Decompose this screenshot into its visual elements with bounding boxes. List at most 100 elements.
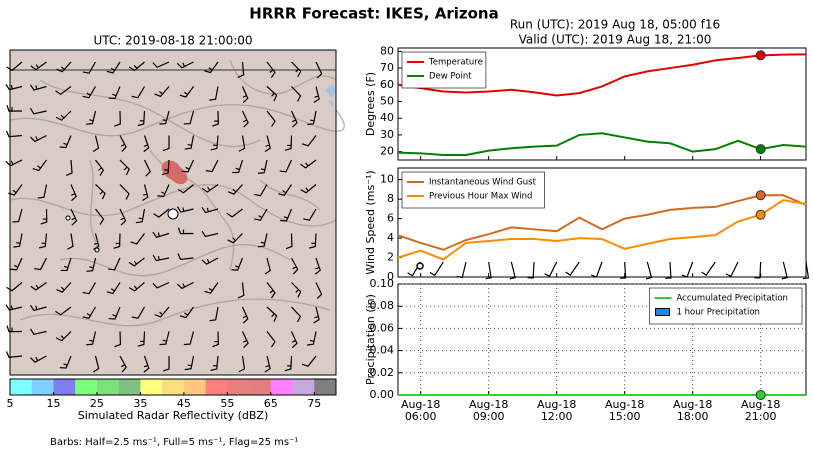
barb — [137, 331, 146, 347]
barb — [82, 86, 97, 99]
colorbar-swatch — [292, 379, 315, 395]
barb — [56, 282, 72, 293]
colorbar-swatch — [270, 379, 293, 395]
colorbar-tick-label: 25 — [90, 397, 104, 410]
colorbar-tick-label: 75 — [307, 397, 321, 410]
barb — [266, 331, 276, 348]
barb — [55, 331, 72, 342]
barb — [30, 134, 47, 143]
barb — [5, 159, 23, 167]
barb — [590, 261, 603, 278]
barb — [266, 282, 276, 299]
colorbar-swatch — [249, 379, 272, 395]
barb — [725, 261, 739, 278]
barb — [303, 208, 317, 221]
y-tick-label: 0.04 — [370, 344, 395, 357]
x-tick-label-line: Aug-18 — [401, 398, 440, 411]
barb — [284, 355, 293, 372]
barb — [290, 257, 299, 275]
barb — [5, 304, 23, 311]
colorbar-tick-label: 45 — [177, 397, 191, 410]
barb — [60, 257, 72, 272]
x-tick-label-line: 15:00 — [609, 410, 641, 423]
barb — [56, 61, 72, 73]
legend-label: Previous Hour Max Wind — [429, 192, 532, 202]
barb — [291, 61, 302, 78]
barb — [131, 86, 146, 99]
colorbar-swatch — [118, 379, 141, 395]
barb — [264, 135, 271, 153]
barb — [291, 86, 302, 102]
colorbar-swatch — [205, 379, 228, 395]
barb — [278, 184, 293, 197]
barb — [232, 159, 244, 174]
barb — [137, 110, 146, 127]
y-tick-label: 30 — [380, 128, 394, 141]
legend-label: Accumulated Precipitation — [677, 294, 788, 304]
barb — [284, 135, 293, 151]
y-tick-label: 0.06 — [370, 321, 395, 334]
barb — [307, 331, 317, 346]
barb — [6, 104, 23, 112]
barb — [119, 184, 130, 200]
colorbar-swatch — [140, 379, 163, 395]
barb — [10, 257, 23, 271]
y-tick-label: 0.10 — [370, 277, 395, 290]
calm-marker — [416, 262, 424, 270]
barb — [159, 331, 170, 346]
colorbar-swatch — [162, 379, 185, 395]
barb — [93, 355, 100, 373]
figure-title: HRRR Forecast: IKES, Arizona — [249, 5, 498, 23]
barb — [204, 61, 219, 74]
barb — [119, 208, 127, 226]
barb — [179, 86, 194, 98]
barb — [241, 86, 249, 104]
y-tick-label: 70 — [380, 61, 394, 74]
barb — [754, 261, 762, 279]
barb — [527, 261, 535, 279]
barb — [95, 184, 106, 200]
colorbar-tick-label: 55 — [220, 397, 234, 410]
barb — [143, 355, 150, 373]
barb — [301, 135, 317, 147]
barb — [254, 208, 268, 221]
x-tick-label: Aug-18 09:00 — [469, 398, 508, 423]
barb — [544, 261, 558, 278]
barb — [210, 355, 219, 371]
barb — [307, 110, 317, 126]
y-tick-label: 8 — [387, 192, 394, 205]
barb — [154, 306, 170, 318]
valid-time-marker — [755, 144, 766, 155]
barb — [153, 208, 170, 218]
barb — [212, 331, 219, 348]
barbs-note: Barbs: Half=2.5 ms⁻¹, Full=5 ms⁻¹, Flag=… — [50, 437, 298, 448]
barb — [177, 184, 194, 194]
x-tick-label-line: 12:00 — [541, 410, 573, 423]
wind-barbs — [5, 61, 323, 373]
legend-label: 1 hour Precipitation — [677, 308, 760, 318]
barb — [92, 135, 100, 152]
colorbar-tick-label: 5 — [7, 397, 14, 410]
barb — [128, 61, 145, 72]
barb — [128, 282, 145, 292]
barb — [291, 282, 302, 298]
barb — [210, 135, 219, 151]
valid-title: Valid (UTC): 2019 Aug 18, 21:00 — [519, 33, 712, 47]
y-tick-label: 60 — [380, 78, 394, 91]
colorbar-swatch — [75, 379, 98, 395]
barb — [264, 257, 271, 275]
barb — [781, 261, 788, 280]
barb — [565, 261, 580, 276]
barb — [119, 355, 127, 373]
barb — [285, 233, 293, 250]
barb — [30, 282, 47, 291]
barb — [645, 261, 653, 280]
y-tick-label: 2 — [387, 251, 394, 264]
barb — [237, 61, 245, 79]
barb — [238, 355, 246, 373]
legend-frame — [649, 287, 803, 325]
legend-label: Dew Point — [429, 72, 472, 82]
legend-frame — [401, 51, 487, 89]
colorbar-tick-label: 15 — [46, 397, 60, 410]
colorbar-swatch — [314, 379, 337, 395]
